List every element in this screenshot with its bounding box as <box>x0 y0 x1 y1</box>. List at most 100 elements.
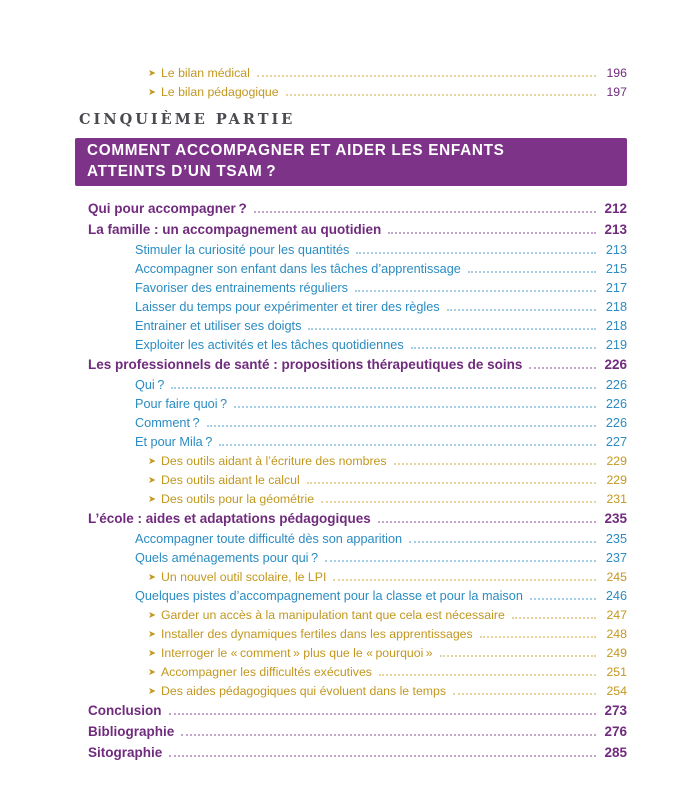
toc-entry: ➤ Accompagner les difficultés exécutives 2… <box>75 665 627 679</box>
dotted-leader <box>467 271 596 273</box>
toc-entry-label: Pour faire quoi ? <box>135 397 228 411</box>
dotted-leader <box>479 636 596 638</box>
dotted-leader <box>171 387 596 389</box>
dotted-leader <box>321 501 596 503</box>
page-number: 197 <box>606 85 627 99</box>
dotted-leader <box>181 734 596 736</box>
toc-entry-label: Les professionnels de santé : propositio… <box>88 357 523 372</box>
toc-entry: ➤ Des outils aidant le calcul 229 <box>75 473 627 487</box>
dotted-leader <box>529 367 596 369</box>
page-number: 217 <box>605 281 627 295</box>
page-number: 237 <box>605 551 627 565</box>
toc-entry-label: Quelques pistes d’accompagnement pour la… <box>135 589 523 603</box>
toc-entry-label: Des outils aidant le calcul <box>160 473 300 487</box>
toc-entry: ➤ Des outils aidant à l’écriture des nomb… <box>75 454 627 468</box>
dotted-leader <box>378 674 596 676</box>
page-number: 231 <box>606 492 627 506</box>
toc-entry: Qui pour accompagner ? 212 <box>75 201 627 216</box>
toc-entry: ➤ Interroger le « comment » plus que le «… <box>75 646 627 660</box>
dotted-leader <box>388 232 596 234</box>
toc-entry-label: Un nouvel outil scolaire, le LPI <box>160 570 327 584</box>
arrow-right-icon: ➤ <box>148 667 156 678</box>
arrow-right-icon: ➤ <box>148 87 156 98</box>
arrow-right-icon: ➤ <box>148 475 156 486</box>
page-number: 285 <box>604 745 627 760</box>
arrow-right-icon: ➤ <box>148 648 156 659</box>
dotted-leader <box>409 541 596 543</box>
toc-entry: L’école : aides et adaptations pédagogiq… <box>75 511 627 526</box>
toc-entry: ➤ Des outils pour la géométrie 231 <box>75 492 627 506</box>
toc-entry-label: Conclusion <box>88 703 162 718</box>
dotted-leader <box>446 309 596 311</box>
page-number: 246 <box>605 589 627 603</box>
toc-top-section: ➤ Le bilan médical 196 ➤ Le bilan pédagogiqu… <box>75 66 627 99</box>
dotted-leader <box>168 713 596 715</box>
toc-entry: ➤ Le bilan pédagogique 197 <box>75 85 627 99</box>
toc-entry-label: Des outils aidant à l’écriture des nombr… <box>160 454 387 468</box>
page-number: 218 <box>605 319 627 333</box>
toc-entry-label: Entrainer et utiliser ses doigts <box>135 319 302 333</box>
page-number: 215 <box>605 262 627 276</box>
toc-entry-label: Comment ? <box>135 416 200 430</box>
toc-entry-label: Le bilan pédagogique <box>160 85 279 99</box>
part-title-banner: COMMENT ACCOMPAGNER ET AIDER LES ENFANTS… <box>75 138 627 186</box>
toc-entry-label: Accompagner les difficultés exécutives <box>160 665 372 679</box>
toc-entry-label: Qui ? <box>135 378 165 392</box>
page-number: 218 <box>605 300 627 314</box>
page-number: 235 <box>605 532 627 546</box>
page-number: 212 <box>604 201 627 216</box>
toc-entry-label: La famille : un accompagnement au quotid… <box>88 222 382 237</box>
dotted-leader <box>410 347 596 349</box>
toc-entry-label: Garder un accès à la manipulation tant q… <box>160 608 505 622</box>
toc-entry-label: Bibliographie <box>88 724 175 739</box>
page-number: 226 <box>604 357 627 372</box>
part-label: CINQUIÈME PARTIE <box>79 111 296 128</box>
page-number: 247 <box>606 608 627 622</box>
toc-entry: Quelques pistes d’accompagnement pour la… <box>75 589 627 603</box>
dotted-leader <box>206 425 596 427</box>
page-number: 235 <box>604 511 627 526</box>
arrow-right-icon: ➤ <box>148 610 156 621</box>
page-number: 254 <box>606 684 627 698</box>
toc-entry-label: Quels aménagements pour qui ? <box>135 551 319 565</box>
page-number: 273 <box>604 703 627 718</box>
page-number: 249 <box>606 646 627 660</box>
toc-entry-label: L’école : aides et adaptations pédagogiq… <box>88 511 371 526</box>
arrow-right-icon: ➤ <box>148 68 156 79</box>
toc-entry: Pour faire quoi ? 226 <box>75 397 627 411</box>
dotted-leader <box>169 755 596 757</box>
toc-entry: Exploiter les activités et les tâches qu… <box>75 338 627 352</box>
toc-entry-label: Accompagner toute difficulté dès son app… <box>135 532 403 546</box>
toc-entry: Accompagner son enfant dans les tâches d… <box>75 262 627 276</box>
book-toc-page: ➤ Le bilan médical 196 ➤ Le bilan pédagogiqu… <box>75 66 627 760</box>
page-number: 276 <box>604 724 627 739</box>
page-number: 196 <box>606 66 627 80</box>
dotted-leader <box>285 94 596 96</box>
dotted-leader <box>377 521 596 523</box>
dotted-leader <box>511 617 596 619</box>
dotted-leader <box>308 328 596 330</box>
toc-entry-label: Sitographie <box>88 745 163 760</box>
toc-entry-label: Laisser du temps pour expérimenter et ti… <box>135 300 440 314</box>
toc-entry: La famille : un accompagnement au quotid… <box>75 222 627 237</box>
toc-entry-label: Des outils pour la géométrie <box>160 492 315 506</box>
dotted-leader <box>453 693 596 695</box>
page-number: 213 <box>605 243 627 257</box>
page-number: 227 <box>605 435 627 449</box>
arrow-right-icon: ➤ <box>148 456 156 467</box>
dotted-leader <box>219 444 596 446</box>
page-number: 229 <box>606 473 627 487</box>
page-number: 226 <box>605 397 627 411</box>
dotted-leader <box>325 560 596 562</box>
toc-entry: ➤ Garder un accès à la manipulation tant … <box>75 608 627 622</box>
toc-entry: ➤ Le bilan médical 196 <box>75 66 627 80</box>
page-number: 226 <box>605 378 627 392</box>
toc-entry: Favoriser des entrainements réguliers 217 <box>75 281 627 295</box>
toc-entry: Stimuler la curiosité pour les quantités… <box>75 243 627 257</box>
dotted-leader <box>333 579 596 581</box>
page-number: 248 <box>606 627 627 641</box>
toc-entry: Quels aménagements pour qui ? 237 <box>75 551 627 565</box>
toc-entry-label: Et pour Mila ? <box>135 435 213 449</box>
dotted-leader <box>439 655 596 657</box>
toc-entry: Qui ? 226 <box>75 378 627 392</box>
